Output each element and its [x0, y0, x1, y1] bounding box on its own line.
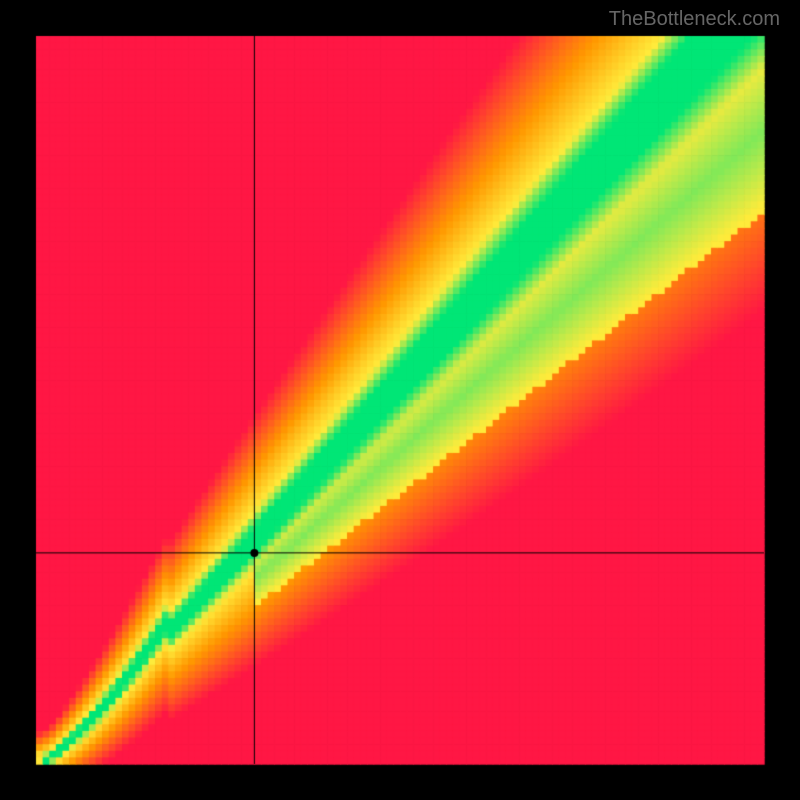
bottleneck-heatmap-container: TheBottleneck.com — [0, 0, 800, 800]
bottleneck-heatmap — [0, 0, 800, 800]
watermark-text: TheBottleneck.com — [609, 8, 780, 31]
